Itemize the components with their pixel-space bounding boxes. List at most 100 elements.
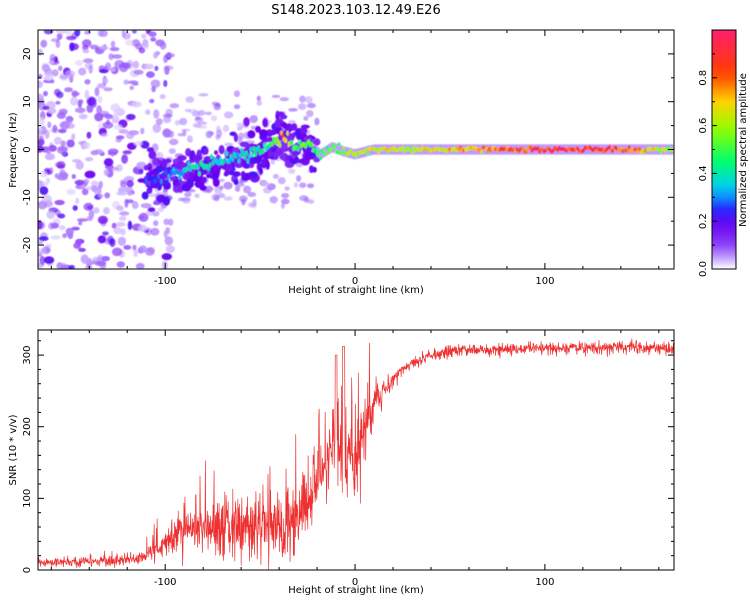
spectrogram-ridge-cell (261, 148, 265, 154)
spectrogram-cell (100, 133, 109, 137)
spectrogram-ridge-cell (342, 145, 346, 150)
spectrogram-cell (56, 146, 68, 155)
spectrogram-cell (288, 168, 296, 174)
spectrogram-cell (155, 118, 163, 126)
spectrogram-cell (299, 195, 309, 202)
spectrogram-cell (38, 240, 44, 245)
spectrogram-cell (78, 247, 86, 252)
spectrogram-cell (83, 180, 88, 187)
spectrogram-cell (280, 202, 285, 209)
spectrogram-cell (287, 120, 296, 124)
spectrogram-cell (57, 213, 66, 219)
spectrogram-cell (56, 161, 66, 169)
spectrogram-ridge-cell (144, 178, 148, 184)
spectrogram-cell (269, 196, 278, 204)
spectrogram-cell (213, 150, 219, 155)
spectrogram-cell (126, 179, 134, 188)
spectrogram-cell (50, 79, 55, 84)
spectrogram-cell (272, 173, 279, 179)
spectrogram-cell (212, 178, 220, 188)
spectrogram-ridge-cell (409, 147, 412, 152)
spectrogram-cell (110, 40, 116, 48)
spectrogram-cell (197, 121, 208, 125)
spectrogram-cell (99, 30, 108, 37)
spectrogram-cell (74, 60, 84, 66)
spectrogram-cell (223, 196, 233, 201)
spectrogram-x-tick-label: 0 (352, 276, 358, 287)
spectrogram-plot-area (38, 30, 674, 269)
spectrogram-cell (49, 167, 54, 175)
spectrogram-cell (72, 205, 78, 211)
spectrogram-cell (59, 75, 69, 79)
spectrogram-cell (145, 109, 151, 115)
snr-y-tick-label: 200 (22, 417, 33, 436)
spectrogram-cell (119, 211, 130, 216)
spectrogram-ridge-cell (235, 152, 239, 158)
spectrogram-cell (117, 187, 125, 194)
spectrogram-cell (141, 33, 147, 39)
spectrogram-cell (86, 103, 94, 113)
spectrogram-ridge-cell (611, 149, 614, 153)
colorbar-ticks: 0.0 0.2 0.4 0.6 0.8 (698, 29, 717, 277)
spectrogram-cell (43, 30, 54, 35)
spectrogram-cell (54, 173, 60, 179)
colorbar-tick-label: 0.4 (698, 165, 709, 181)
spectrogram-cell (247, 130, 256, 139)
spectrogram-ridge-cell (316, 152, 320, 157)
spectrogram-cell (129, 85, 134, 90)
spectrogram-cell (125, 199, 134, 204)
spectrogram-cell (38, 236, 49, 242)
spectrogram-cell (141, 191, 149, 200)
spectrogram-cell (38, 145, 44, 153)
spectrogram-cell (175, 161, 186, 170)
spectrogram-cell (261, 181, 270, 187)
spectrogram-ridge-cell (249, 146, 253, 153)
spectrogram-cell (131, 101, 142, 108)
spectrogram-cell (59, 225, 66, 231)
spectrogram-cell (39, 170, 48, 178)
spectrogram-y-tick-label: -10 (22, 189, 33, 205)
spectrogram-ridge-cell (413, 148, 417, 153)
spectrogram-ridge-cell (626, 148, 630, 153)
spectrogram-cell (122, 32, 131, 40)
spectrogram-ridge-cell (275, 136, 279, 142)
spectrogram-cell (213, 194, 220, 202)
spectrogram-cell (80, 254, 89, 264)
spectrogram-cell (179, 117, 188, 126)
spectrogram-cell (204, 111, 212, 116)
spectrogram-cell (306, 183, 315, 189)
spectrogram-y-label: Frequency (Hz) (8, 112, 19, 188)
spectrogram-cell (313, 157, 321, 163)
colorbar-tick-label: 0.8 (698, 70, 709, 86)
spectrogram-cell (296, 175, 302, 182)
spectrogram-cell (278, 177, 286, 185)
spectrogram-cell (127, 191, 133, 196)
spectrogram-cell (265, 160, 270, 170)
spectrogram-cell (184, 192, 192, 197)
spectrogram-cell (282, 121, 287, 130)
spectrogram-cell (125, 39, 134, 46)
spectrogram-cell (233, 133, 238, 143)
spectrogram-ridge-cell (158, 167, 162, 173)
spectrogram-cell (89, 44, 99, 50)
spectrogram-y-tick-label: 10 (22, 95, 33, 108)
spectrogram-cell (53, 136, 63, 145)
spectrogram-cell (127, 220, 133, 230)
spectrogram-ridge-cell (318, 149, 321, 154)
snr-y-axis: 0 100 200 300 (22, 340, 674, 573)
snr-panel: -100 0 100 0 100 200 300 Height of straight l… (8, 329, 675, 596)
spectrogram-cell (163, 218, 170, 225)
spectrogram-cell (52, 124, 58, 133)
spectrogram-cell (164, 236, 174, 246)
spectrogram-cell (84, 79, 91, 85)
spectrogram-cell (153, 109, 160, 119)
spectrogram-cell (99, 45, 109, 51)
spectrogram-cell (104, 65, 109, 70)
spectrogram-cell (195, 116, 201, 121)
spectrogram-cell (152, 123, 162, 133)
spectrogram-cell (97, 235, 106, 244)
spectrogram-ridge-cell (263, 142, 267, 148)
spectrogram-cell (284, 186, 290, 191)
spectrogram-cell (89, 261, 96, 265)
